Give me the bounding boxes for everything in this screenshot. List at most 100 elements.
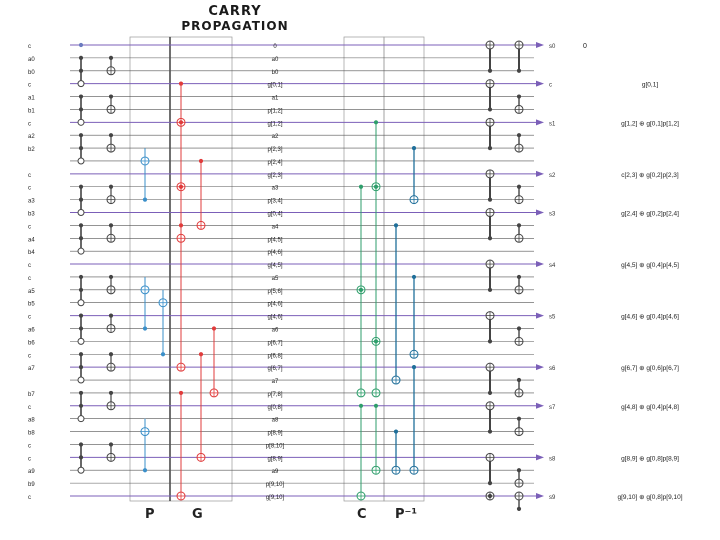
- output-arrow: [536, 261, 544, 268]
- control-dot: [516, 506, 522, 511]
- output-expression: g[8,9] ⊕ g[0,8]p[8,9]: [621, 455, 679, 462]
- control-dot: [142, 468, 148, 473]
- output-name: c: [549, 83, 552, 89]
- control-dot: [411, 145, 417, 151]
- control-dot: [178, 184, 184, 189]
- control-dot: [108, 133, 114, 138]
- signal-label: p[8,10]: [266, 443, 285, 449]
- control-dot: [78, 442, 84, 447]
- title-line-2: PROPAGATION: [181, 19, 289, 33]
- output-arrow: [536, 119, 544, 126]
- section-label-p-inverse: P⁻¹: [395, 507, 418, 522]
- control-dot: [78, 223, 84, 228]
- signal-label: g[4,5]: [267, 263, 282, 269]
- output-expression: g[1,2] ⊕ g[0,1]p[1,2]: [621, 120, 679, 127]
- control-dot: [78, 313, 84, 318]
- control-dot: [178, 223, 184, 228]
- output-expression: g[6,7] ⊕ g[0,6]p[6,7]: [621, 365, 679, 372]
- control-dot: [487, 390, 493, 396]
- output-name: s4: [549, 263, 556, 269]
- control-dot: [487, 236, 493, 241]
- control-dot: [108, 184, 114, 189]
- output-arrow: [536, 209, 544, 216]
- signal-label: g[6,7]: [267, 366, 282, 372]
- input-label: c: [28, 83, 31, 89]
- control-dot: [211, 326, 217, 331]
- signal-label: g[0,4]: [267, 212, 282, 218]
- control-dot: [78, 236, 84, 241]
- input-target: [77, 80, 85, 88]
- input-label: b5: [28, 302, 35, 308]
- control-dot: [108, 274, 114, 280]
- control-dot: [78, 145, 84, 151]
- control-dot: [108, 223, 114, 228]
- control-dot: [411, 274, 417, 280]
- output-name: s2: [549, 173, 556, 179]
- control-dot: [373, 184, 379, 189]
- input-label: c: [28, 44, 31, 50]
- signal-label: a0: [272, 57, 279, 63]
- output-expression: g[4,6] ⊕ g[0,4]p[4,6]: [621, 314, 679, 321]
- output-name: s6: [549, 366, 556, 372]
- output-name: s0: [549, 44, 556, 50]
- output-expression: g[9,10] ⊕ g[0,8]p[9,10]: [617, 494, 682, 501]
- input-label: a2: [28, 134, 35, 140]
- control-dot: [358, 287, 364, 292]
- control-dot: [78, 107, 84, 112]
- control-dot: [78, 274, 84, 280]
- signal-label: p[9,10]: [266, 482, 285, 488]
- control-dot: [516, 468, 522, 473]
- signal-label: p[2,4]: [267, 160, 282, 166]
- control-dot: [487, 68, 493, 73]
- control-dot: [516, 68, 522, 73]
- signal-label: a5: [272, 276, 279, 282]
- control-dot: [358, 184, 364, 189]
- signal-label: g[9,10]: [266, 495, 285, 501]
- output-expression: g[2,4] ⊕ g[0,2]p[2,4]: [621, 211, 679, 218]
- control-dot: [78, 55, 84, 60]
- signal-label: p[6,7]: [267, 340, 282, 346]
- input-target: [77, 209, 85, 217]
- control-dot: [78, 455, 84, 460]
- input-label: a1: [28, 96, 35, 102]
- input-label: b9: [28, 482, 35, 488]
- input-target: [77, 466, 85, 474]
- output-arrow: [536, 42, 544, 48]
- control-dot: [487, 429, 493, 434]
- control-dot: [178, 390, 184, 396]
- signal-label: g[0,1]: [267, 83, 282, 89]
- signal-label: p[1,2]: [267, 108, 282, 114]
- output-arrow: [536, 80, 544, 87]
- output-extra: 0: [583, 43, 587, 50]
- signal-label: a8: [272, 418, 279, 424]
- input-label: c: [28, 224, 31, 230]
- output-arrow: [536, 493, 544, 499]
- output-name: s7: [549, 405, 556, 411]
- control-dot: [487, 145, 493, 151]
- input-label: c: [28, 353, 31, 359]
- signal-label: 0: [273, 44, 277, 50]
- control-dot: [108, 313, 114, 318]
- input-label: c: [28, 173, 31, 179]
- input-label: a0: [28, 57, 35, 63]
- signal-label: b0: [272, 70, 279, 76]
- control-dot: [516, 326, 522, 331]
- signal-label: p[6,8]: [267, 353, 282, 359]
- input-label: a4: [28, 237, 35, 243]
- signal-label: g[0,8]: [267, 405, 282, 411]
- input-label: c: [28, 263, 31, 269]
- control-dot: [393, 429, 399, 434]
- control-dot: [487, 339, 493, 344]
- output-name: s9: [549, 495, 556, 501]
- input-target: [77, 415, 85, 423]
- output-arrow: [536, 402, 544, 409]
- input-label: c: [28, 276, 31, 282]
- signal-label: g[4,6]: [267, 315, 282, 321]
- control-dot: [178, 81, 184, 86]
- input-label: c: [28, 495, 31, 501]
- signal-label: a6: [272, 327, 279, 333]
- control-dot: [487, 107, 493, 112]
- output-expression: g[0,1]: [642, 82, 658, 89]
- control-dot: [487, 481, 493, 486]
